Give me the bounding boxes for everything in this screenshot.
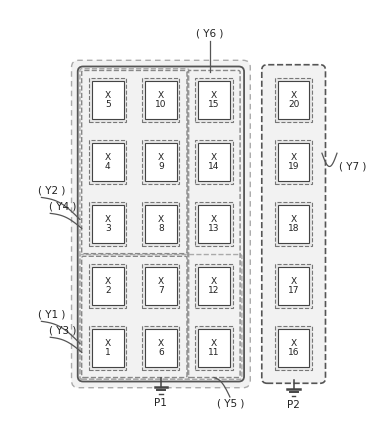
FancyBboxPatch shape: [142, 264, 179, 308]
Text: X
20: X 20: [288, 91, 299, 109]
FancyBboxPatch shape: [142, 78, 179, 122]
FancyBboxPatch shape: [72, 60, 250, 388]
Text: X
19: X 19: [288, 153, 300, 172]
FancyBboxPatch shape: [145, 81, 177, 120]
FancyBboxPatch shape: [89, 140, 126, 184]
FancyBboxPatch shape: [92, 328, 123, 367]
FancyBboxPatch shape: [92, 81, 123, 120]
FancyBboxPatch shape: [89, 326, 126, 370]
Text: X
17: X 17: [288, 276, 300, 295]
FancyBboxPatch shape: [89, 264, 126, 308]
FancyBboxPatch shape: [89, 202, 126, 246]
Text: X
18: X 18: [288, 215, 300, 233]
FancyBboxPatch shape: [278, 328, 309, 367]
Text: X
11: X 11: [208, 339, 220, 357]
Text: X
1: X 1: [105, 339, 111, 357]
Text: X
7: X 7: [158, 276, 164, 295]
FancyBboxPatch shape: [92, 143, 123, 181]
Text: ( Y2 ): ( Y2 ): [38, 185, 65, 196]
Text: X
15: X 15: [208, 91, 220, 109]
Text: X
10: X 10: [155, 91, 167, 109]
FancyBboxPatch shape: [145, 267, 177, 305]
FancyBboxPatch shape: [195, 140, 233, 184]
Text: X
3: X 3: [105, 215, 111, 233]
Text: ( Y5 ): ( Y5 ): [217, 399, 244, 409]
Text: P1: P1: [154, 398, 167, 408]
Text: ( Y6 ): ( Y6 ): [196, 28, 223, 38]
FancyBboxPatch shape: [198, 143, 230, 181]
FancyBboxPatch shape: [195, 326, 233, 370]
Text: ( Y4 ): ( Y4 ): [48, 202, 76, 211]
Text: X
8: X 8: [158, 215, 164, 233]
FancyBboxPatch shape: [278, 143, 309, 181]
FancyBboxPatch shape: [198, 267, 230, 305]
Text: P2: P2: [287, 400, 300, 410]
Text: X
14: X 14: [208, 153, 220, 172]
FancyBboxPatch shape: [145, 328, 177, 367]
FancyBboxPatch shape: [198, 81, 230, 120]
FancyBboxPatch shape: [278, 81, 309, 120]
Text: X
12: X 12: [208, 276, 220, 295]
FancyBboxPatch shape: [275, 326, 312, 370]
FancyBboxPatch shape: [145, 143, 177, 181]
FancyBboxPatch shape: [142, 202, 179, 246]
FancyBboxPatch shape: [89, 78, 126, 122]
FancyBboxPatch shape: [142, 140, 179, 184]
Text: X
6: X 6: [158, 339, 164, 357]
Text: X
13: X 13: [208, 215, 220, 233]
FancyBboxPatch shape: [262, 65, 326, 383]
FancyBboxPatch shape: [275, 264, 312, 308]
Text: X
9: X 9: [158, 153, 164, 172]
FancyBboxPatch shape: [278, 205, 309, 243]
FancyBboxPatch shape: [145, 205, 177, 243]
Text: ( Y1 ): ( Y1 ): [38, 310, 65, 319]
Text: X
4: X 4: [105, 153, 111, 172]
Text: X
16: X 16: [288, 339, 300, 357]
FancyBboxPatch shape: [198, 328, 230, 367]
FancyBboxPatch shape: [92, 267, 123, 305]
FancyBboxPatch shape: [195, 264, 233, 308]
FancyBboxPatch shape: [275, 140, 312, 184]
FancyBboxPatch shape: [275, 78, 312, 122]
Text: ( Y7 ): ( Y7 ): [339, 161, 366, 172]
FancyBboxPatch shape: [198, 205, 230, 243]
Text: ( Y3 ): ( Y3 ): [48, 326, 76, 336]
Text: X
5: X 5: [105, 91, 111, 109]
FancyBboxPatch shape: [195, 202, 233, 246]
FancyBboxPatch shape: [142, 326, 179, 370]
FancyBboxPatch shape: [195, 78, 233, 122]
FancyBboxPatch shape: [92, 205, 123, 243]
Text: X
2: X 2: [105, 276, 111, 295]
FancyBboxPatch shape: [275, 202, 312, 246]
FancyBboxPatch shape: [278, 267, 309, 305]
